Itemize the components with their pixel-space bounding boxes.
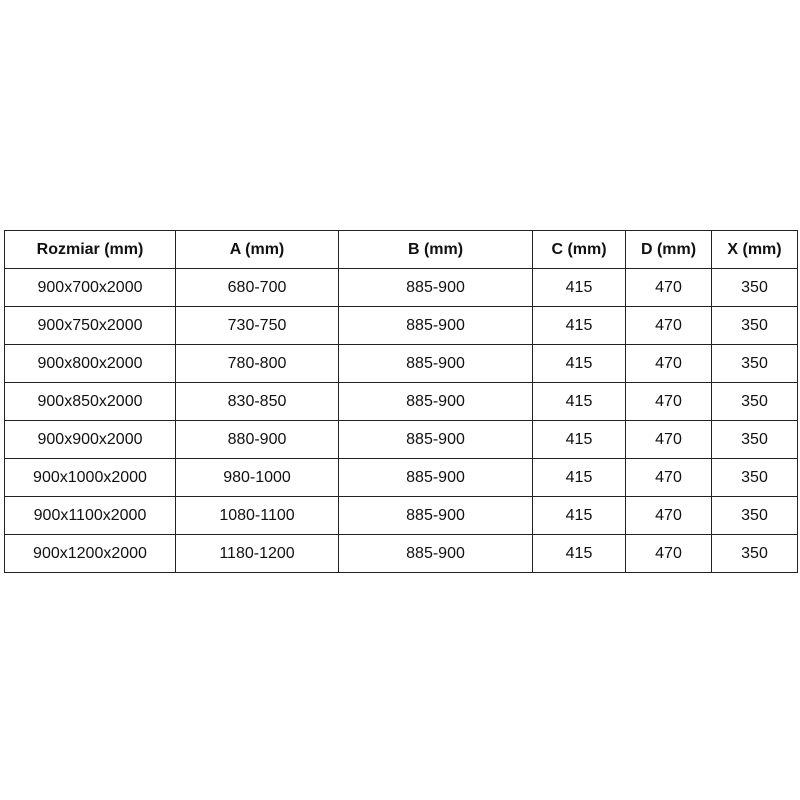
table-row: 900x700x2000 680-700 885-900 415 470 350: [4, 268, 798, 307]
table-cell: 350: [711, 458, 798, 497]
table-cell: 900x750x2000: [4, 306, 176, 345]
table-cell: 350: [711, 306, 798, 345]
table-cell: 680-700: [175, 268, 339, 307]
table-cell: 1080-1100: [175, 496, 339, 535]
column-header: C (mm): [532, 230, 626, 269]
table-cell: 470: [625, 306, 712, 345]
table-cell: 470: [625, 420, 712, 459]
table-cell: 350: [711, 268, 798, 307]
table-cell: 415: [532, 344, 626, 383]
table-cell: 900x700x2000: [4, 268, 176, 307]
table-cell: 470: [625, 344, 712, 383]
table-cell: 885-900: [338, 420, 533, 459]
column-header: X (mm): [711, 230, 798, 269]
table-cell: 885-900: [338, 306, 533, 345]
table-row: 900x850x2000 830-850 885-900 415 470 350: [4, 382, 798, 421]
table-cell: 885-900: [338, 382, 533, 421]
table-cell: 900x1000x2000: [4, 458, 176, 497]
table-cell: 415: [532, 268, 626, 307]
table-row: 900x1000x2000 980-1000 885-900 415 470 350: [4, 458, 798, 497]
table-cell: 730-750: [175, 306, 339, 345]
header-row: Rozmiar (mm) A (mm) B (mm) C (mm) D (mm) X (m…: [4, 230, 798, 269]
table-cell: 470: [625, 534, 712, 573]
table-cell: 900x800x2000: [4, 344, 176, 383]
table-cell: 885-900: [338, 268, 533, 307]
table-cell: 470: [625, 496, 712, 535]
table-cell: 415: [532, 458, 626, 497]
table-cell: 415: [532, 534, 626, 573]
table-cell: 470: [625, 458, 712, 497]
table-cell: 415: [532, 420, 626, 459]
table-cell: 350: [711, 420, 798, 459]
column-header: D (mm): [625, 230, 712, 269]
column-header: A (mm): [175, 230, 339, 269]
table-cell: 350: [711, 344, 798, 383]
table-cell: 900x1200x2000: [4, 534, 176, 573]
table-cell: 885-900: [338, 344, 533, 383]
table-cell: 350: [711, 496, 798, 535]
table-row: 900x800x2000 780-800 885-900 415 470 350: [4, 344, 798, 383]
table-cell: 900x850x2000: [4, 382, 176, 421]
table-cell: 900x900x2000: [4, 420, 176, 459]
table-cell: 470: [625, 382, 712, 421]
table-cell: 780-800: [175, 344, 339, 383]
table-cell: 885-900: [338, 496, 533, 535]
table-cell: 885-900: [338, 458, 533, 497]
table-cell: 1180-1200: [175, 534, 339, 573]
table-cell: 980-1000: [175, 458, 339, 497]
table-cell: 830-850: [175, 382, 339, 421]
table-row: 900x750x2000 730-750 885-900 415 470 350: [4, 306, 798, 345]
column-header: B (mm): [338, 230, 533, 269]
table-cell: 880-900: [175, 420, 339, 459]
table-cell: 415: [532, 306, 626, 345]
table-cell: 415: [532, 496, 626, 535]
table-row: 900x900x2000 880-900 885-900 415 470 350: [4, 420, 798, 459]
table-row: 900x1100x2000 1080-1100 885-900 415 470 350: [4, 496, 798, 535]
table-row: 900x1200x2000 1180-1200 885-900 415 470 350: [4, 534, 798, 573]
table-cell: 900x1100x2000: [4, 496, 176, 535]
dimensions-table: Rozmiar (mm) A (mm) B (mm) C (mm) D (mm) X (m…: [4, 230, 798, 573]
table-cell: 470: [625, 268, 712, 307]
column-header: Rozmiar (mm): [4, 230, 176, 269]
table-cell: 350: [711, 382, 798, 421]
table-cell: 350: [711, 534, 798, 573]
table-cell: 885-900: [338, 534, 533, 573]
table-cell: 415: [532, 382, 626, 421]
